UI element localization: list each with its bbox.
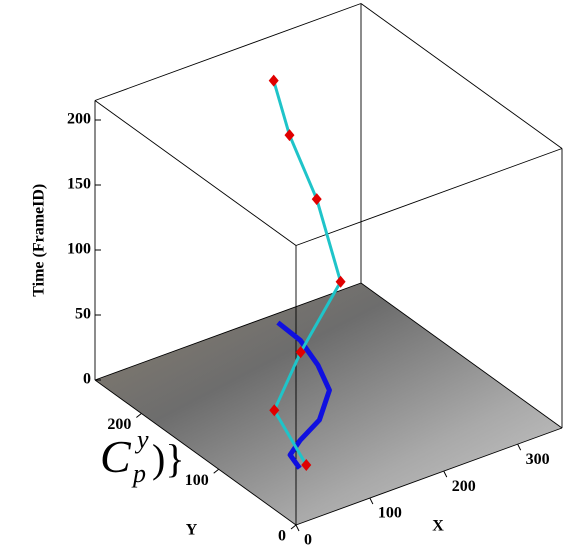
- annotation-tail: )}: [152, 436, 185, 481]
- box-edge: [361, 4, 562, 149]
- box-edge: [296, 149, 562, 246]
- z-tick-label: 200: [67, 111, 91, 128]
- y-tick-mark: [136, 413, 141, 417]
- y-tick-label: 100: [185, 472, 209, 489]
- box-edge: [95, 4, 361, 101]
- z-tick-label: 50: [75, 306, 91, 323]
- annotation-base: C: [100, 431, 132, 482]
- x-tick-label: 0: [304, 532, 312, 547]
- trajectory-marker: [269, 75, 279, 87]
- x-tick-mark: [444, 471, 447, 477]
- y-tick-mark: [214, 469, 219, 473]
- z-tick-label: 100: [67, 241, 91, 258]
- annotation-sup: y: [134, 425, 149, 454]
- chart: 01002003000100200050100150200XYTime (Fra…: [0, 0, 577, 547]
- z-tick-label: 0: [83, 371, 91, 388]
- trajectory-marker: [312, 193, 322, 205]
- x-tick-label: 300: [526, 451, 550, 468]
- x-axis-label: X: [432, 517, 444, 534]
- trajectory-marker: [285, 129, 295, 141]
- y-tick-mark: [291, 525, 296, 529]
- x-tick-mark: [518, 444, 521, 450]
- annotation-sub: p: [131, 459, 146, 488]
- x-tick-label: 200: [452, 478, 476, 495]
- y-tick-label: 0: [278, 528, 286, 545]
- x-tick-label: 100: [378, 505, 402, 522]
- z-axis-label: Time (FrameID): [31, 184, 48, 297]
- floor-image: [95, 283, 562, 525]
- y-axis-label: Y: [186, 522, 198, 539]
- z-tick-label: 150: [67, 176, 91, 193]
- box-edge: [95, 101, 296, 246]
- x-tick-mark: [296, 525, 299, 531]
- x-tick-mark: [370, 498, 373, 504]
